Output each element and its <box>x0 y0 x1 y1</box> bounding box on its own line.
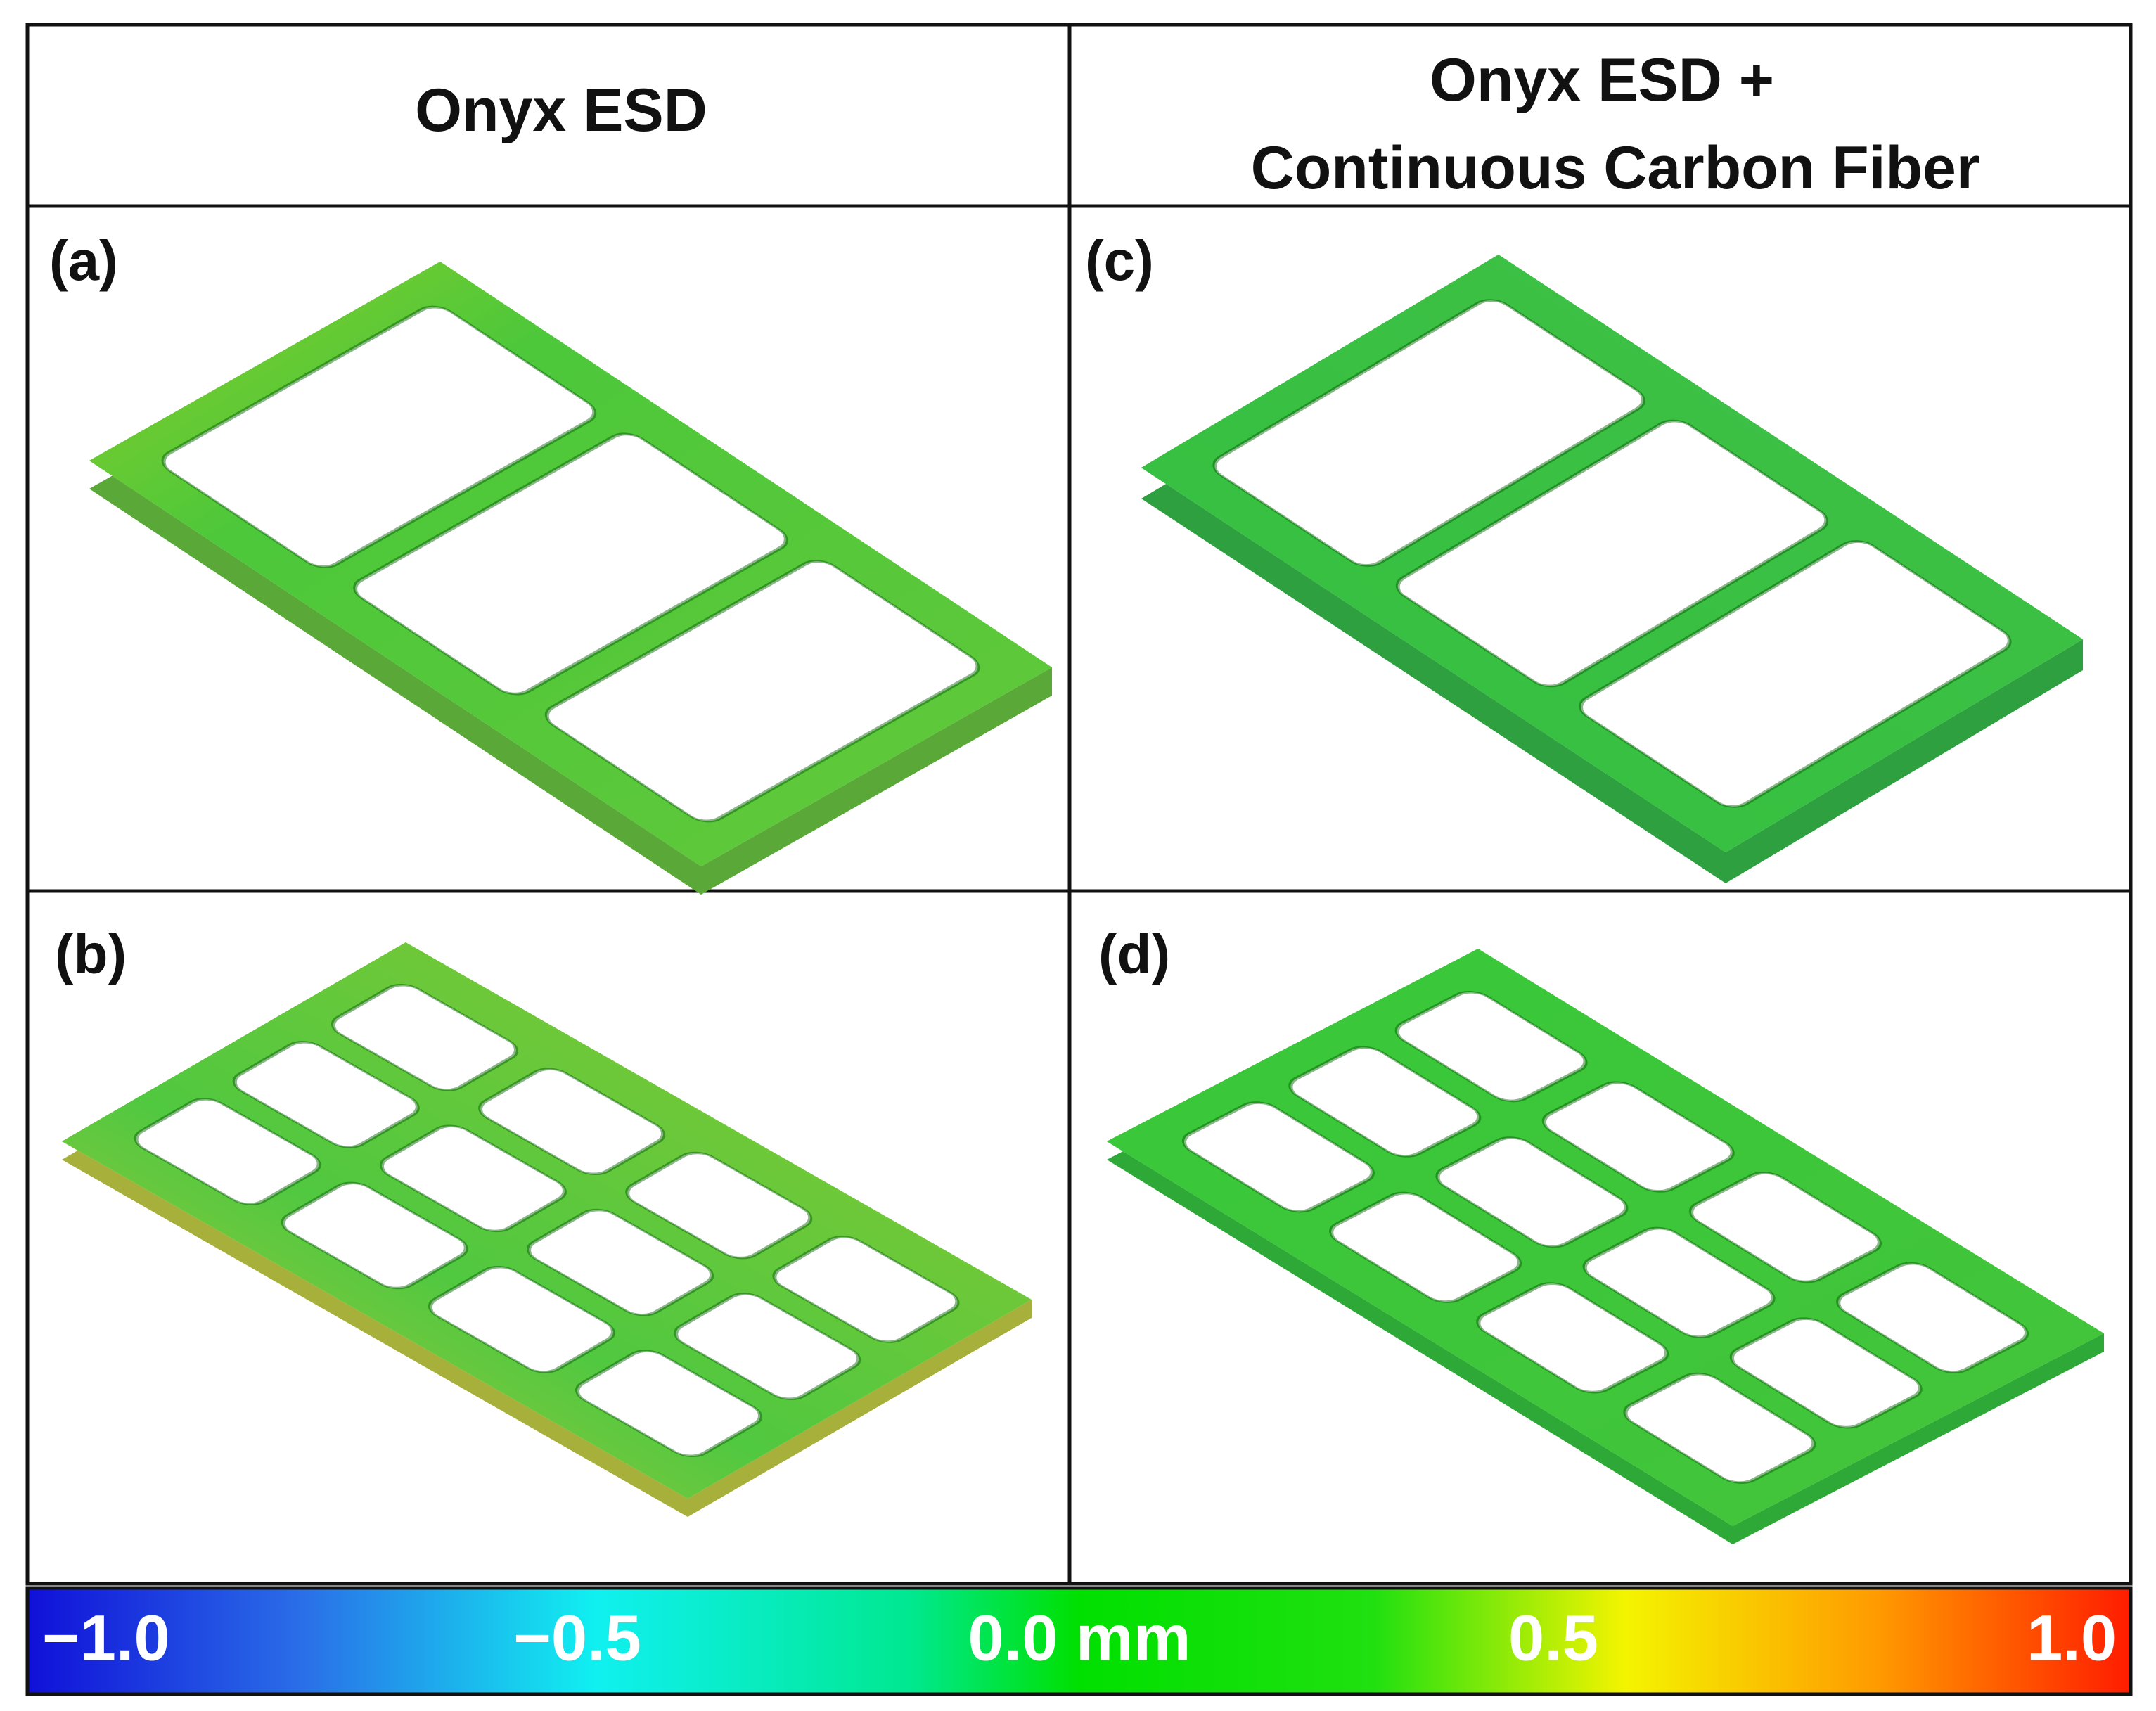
colorbar-label: −0.5 <box>513 1602 641 1674</box>
tray-hole <box>1729 1317 1923 1429</box>
tray-hole <box>478 1068 666 1176</box>
tray-holes <box>134 983 960 1458</box>
tray-hole <box>1476 1282 1669 1394</box>
outer-border <box>25 23 2133 1586</box>
panel-label: (d) <box>1098 923 1170 985</box>
tray-hole <box>544 560 980 823</box>
column-header: Onyx ESD + <box>1430 46 1774 114</box>
tray-hole <box>575 1350 763 1458</box>
tray-hole <box>353 432 788 696</box>
tray-hole <box>1181 1101 1375 1213</box>
tray-hole <box>281 1181 468 1290</box>
tray-scan <box>1141 255 2083 883</box>
tray-hole <box>1329 1191 1522 1303</box>
colorbar-label: 1.0 <box>2027 1602 2117 1674</box>
tray-hole <box>1623 1372 1816 1484</box>
tray-hole <box>1395 419 1829 688</box>
tray-hole <box>428 1265 615 1373</box>
panel-label: (c) <box>1085 229 1154 292</box>
tray-hole <box>232 1041 420 1148</box>
tray-scan <box>62 942 1032 1517</box>
tray-hole <box>1541 1081 1735 1193</box>
tray-hole <box>161 305 597 568</box>
tray-hole <box>1582 1226 1776 1338</box>
tray-hole <box>1688 1172 1882 1283</box>
tray-hole <box>134 1098 321 1205</box>
scan-images <box>62 255 2104 1544</box>
tray-hole <box>625 1151 813 1260</box>
tray-hole <box>772 1236 960 1343</box>
tray-scan <box>1107 949 2104 1544</box>
column-header: Continuous Carbon Fiber <box>1251 134 1980 202</box>
tray-hole <box>1435 1136 1629 1248</box>
tray-holes <box>1181 991 2029 1484</box>
tray-hole <box>331 983 519 1091</box>
colorbar <box>25 1586 2133 1696</box>
colorbar-label: −1.0 <box>42 1602 170 1674</box>
tray-hole <box>674 1293 861 1400</box>
colorbar-label: 0.5 <box>1508 1602 1598 1674</box>
colorbar-label: 0.0 mm <box>968 1602 1191 1674</box>
tray-holes <box>1212 299 2012 808</box>
tray-hole <box>1288 1046 1482 1158</box>
tray-hole <box>1579 540 2012 808</box>
tray-hole <box>379 1124 567 1233</box>
panel-grid <box>25 23 2133 1586</box>
tray-hole <box>1394 991 1588 1103</box>
tray-scan <box>89 262 1052 895</box>
panel-label: (a) <box>49 229 118 292</box>
panel-label: (b) <box>55 923 127 985</box>
column-header: Onyx ESD <box>415 77 707 144</box>
tray-hole <box>1836 1262 2029 1373</box>
tray-hole <box>527 1208 714 1316</box>
tray-hole <box>1212 299 1645 567</box>
tray-holes <box>161 305 980 823</box>
tray-top <box>62 942 1032 1499</box>
